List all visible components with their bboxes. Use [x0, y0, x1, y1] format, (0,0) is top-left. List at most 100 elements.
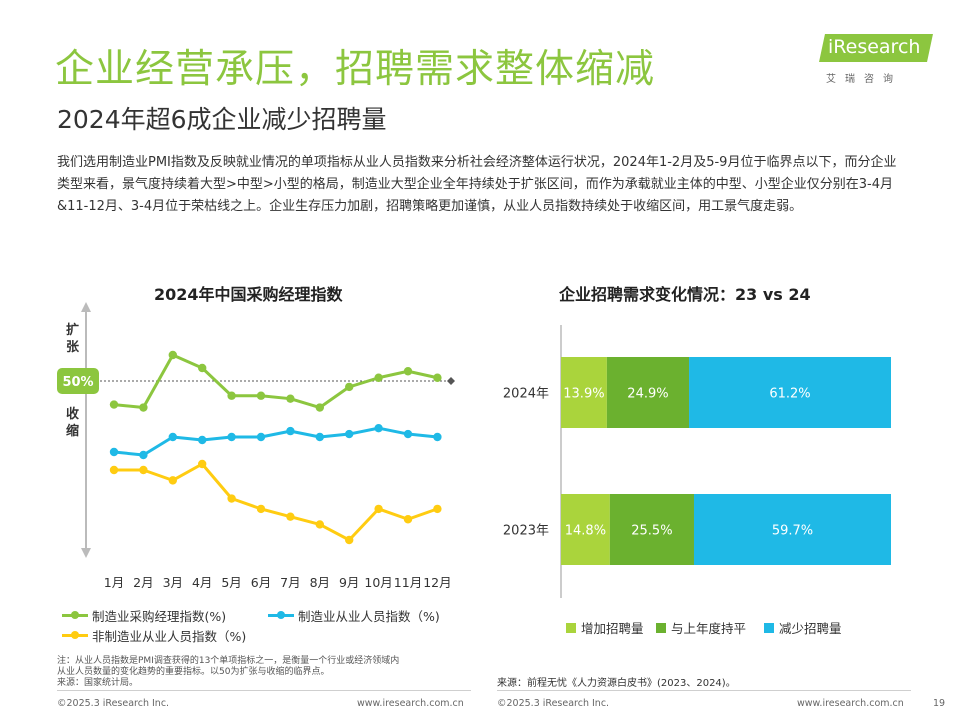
- data-point-1-9: [374, 423, 383, 433]
- page-number: 19: [933, 698, 946, 709]
- data-point-2-0: [109, 465, 119, 475]
- footer-url-left: www.iresearch.com.cn: [357, 698, 464, 709]
- data-point-2-11: [433, 504, 442, 514]
- legend-manufacturing-employment: 制造业从业人员指数（%): [268, 606, 440, 625]
- y-label-contraction: 缩: [66, 423, 79, 439]
- bar-segment-0-2: [689, 357, 891, 428]
- x-tick-label-0: 1月: [104, 575, 124, 590]
- x-tick-label-5: 6月: [251, 575, 271, 590]
- intro-paragraph: 我们选用制造业PMI指数及反映就业情况的单项指标从业人员指数来分析社会经济整体运…: [57, 155, 897, 214]
- data-point-1-2: [168, 432, 177, 442]
- footer-copyright-right: ©2025.3 iResearch Inc.: [497, 698, 610, 709]
- footnote: 注：从业人员指数是PMI调查获得的13个单项指标之一，是衡量一个行业或经济领域内…: [57, 656, 477, 689]
- bar-segment-1-1: [609, 494, 694, 565]
- series-line-0: [113, 353, 438, 410]
- reference-badge: [57, 368, 99, 394]
- legend-line-icon: [62, 611, 88, 619]
- data-point-0-8: [345, 382, 354, 392]
- data-point-2-8: [345, 535, 354, 545]
- legend-swatch-icon: [656, 622, 666, 633]
- legend-decrease: 减少招聘量: [764, 618, 842, 637]
- data-point-2-2: [168, 476, 177, 485]
- data-point-2-10: [403, 515, 413, 524]
- bar-value-label-1-1: 25.5%: [631, 524, 672, 539]
- x-tick-label-3: 4月: [192, 575, 212, 590]
- legend-same: 与上年度持平: [656, 618, 746, 637]
- data-point-2-1: [139, 465, 148, 475]
- x-tick-label-9: 10月: [364, 575, 392, 590]
- legend-label: 制造业采购经理指数(%): [92, 609, 227, 624]
- bar-category-label-0: 2024年: [503, 387, 549, 402]
- bar-value-label-0-0: 13.9%: [563, 387, 604, 402]
- data-point-2-3: [198, 459, 207, 469]
- data-point-1-8: [345, 429, 354, 439]
- y-label-expansion: 扩: [66, 322, 79, 338]
- y-axis-arrow-down-icon: [81, 548, 91, 558]
- data-point-0-6: [286, 394, 295, 403]
- legend-increase: 增加招聘量: [566, 618, 644, 637]
- legend-line-icon: [62, 631, 88, 639]
- data-point-1-7: [315, 432, 324, 442]
- data-point-1-6: [286, 426, 295, 436]
- data-point-0-0: [109, 400, 119, 409]
- legend-label: 与上年度持平: [671, 621, 747, 636]
- logo-chinese: 艾瑞咨询: [826, 74, 902, 85]
- bar-value-label-1-2: 59.7%: [772, 524, 813, 539]
- page-title: 企业经营承压，招聘需求整体缩减: [55, 47, 656, 92]
- data-point-2-4: [227, 494, 236, 503]
- bar-segment-0-1: [606, 357, 690, 428]
- data-point-0-10: [403, 367, 413, 376]
- data-point-2-6: [286, 512, 295, 521]
- legend-swatch-icon: [566, 622, 576, 633]
- data-point-2-5: [256, 504, 266, 514]
- bar-category-label-1: 2023年: [503, 524, 549, 539]
- data-point-1-1: [139, 450, 148, 460]
- data-point-1-0: [109, 447, 119, 457]
- series-line-1: [113, 426, 438, 457]
- legend-swatch-icon: [764, 622, 774, 633]
- x-tick-label-2: 3月: [163, 575, 183, 590]
- legend-label: 非制造业从业人员指数（%): [92, 629, 247, 644]
- footer-url-right: www.iresearch.com.cn: [797, 698, 904, 709]
- bar-chart-source: 来源：前程无忧《人力资源白皮书》(2023、2024)。: [497, 678, 736, 689]
- bar-segment-1-2: [693, 494, 891, 565]
- bar-value-label-0-2: 61.2%: [769, 387, 810, 402]
- data-point-0-2: [168, 350, 177, 360]
- y-axis-arrow-up-icon: [81, 302, 91, 312]
- x-tick-label-8: 9月: [339, 575, 359, 590]
- data-point-1-11: [433, 432, 442, 442]
- bar-value-label-0-1: 24.9%: [627, 387, 668, 402]
- bar-segment-0-0: [561, 357, 607, 428]
- data-point-0-11: [433, 373, 442, 382]
- legend-line-icon: [268, 611, 294, 619]
- footer-divider-right: [497, 690, 911, 691]
- bar-segment-1-0: [561, 494, 610, 565]
- data-point-1-4: [227, 432, 236, 442]
- x-tick-label-4: 5月: [221, 575, 241, 590]
- legend-label: 制造业从业人员指数（%): [298, 609, 440, 624]
- data-point-2-9: [374, 504, 383, 514]
- data-point-0-3: [198, 363, 207, 373]
- bar-value-label-1-0: 14.8%: [565, 524, 606, 539]
- legend-label: 增加招聘量: [581, 621, 644, 636]
- y-label-expansion: 张: [66, 340, 80, 355]
- legend-nonmanufacturing-employment: 非制造业从业人员指数（%): [62, 626, 246, 645]
- bar-chart-title: 企业招聘需求变化情况：23 vs 24: [559, 285, 811, 304]
- data-point-0-5: [256, 391, 266, 400]
- x-tick-label-11: 12月: [423, 575, 451, 590]
- x-tick-label-6: 7月: [280, 575, 300, 590]
- logo-text: iResearch: [828, 36, 921, 58]
- data-point-2-7: [315, 520, 324, 529]
- page-subtitle: 2024年超6成企业减少招聘量: [57, 105, 387, 134]
- x-tick-label-7: 8月: [310, 575, 330, 590]
- data-point-0-7: [315, 403, 324, 412]
- x-tick-label-1: 2月: [133, 575, 153, 590]
- legend-label: 减少招聘量: [779, 621, 842, 636]
- data-point-1-3: [198, 435, 207, 445]
- footnote-source: 来源：国家统计局。: [57, 678, 139, 688]
- footnote-line: 注：从业人员指数是PMI调查获得的13个单项指标之一，是衡量一个行业或经济领域内: [57, 656, 400, 666]
- y-label-contraction: 收: [66, 406, 80, 422]
- data-point-1-10: [403, 429, 413, 439]
- footer-copyright-left: ©2025.3 iResearch Inc.: [57, 698, 170, 709]
